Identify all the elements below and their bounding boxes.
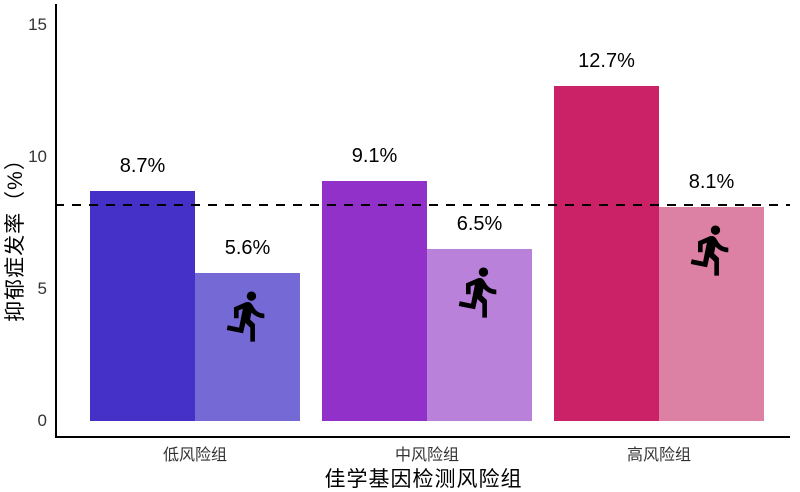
reference-dashed-line [55, 203, 790, 207]
x-tick-label-high-risk: 高风险组 [626, 447, 691, 464]
bar-value-label-high-risk-light-bar-with-runner: 8.1% [688, 171, 735, 194]
x-axis-line [55, 436, 790, 438]
bar-low-risk-dark-bar [90, 191, 195, 421]
bar-value-label-mid-risk-light-bar-with-runner: 6.5% [456, 213, 503, 236]
bar-value-label-low-risk-light-bar-with-runner: 5.6% [224, 237, 271, 260]
runner-icon [220, 288, 276, 349]
bar-value-label-mid-risk-dark-bar: 9.1% [351, 144, 398, 167]
bar-value-label-high-risk-dark-bar: 12.7% [578, 49, 635, 72]
y-axis-line [55, 4, 57, 438]
y-tick-label: 0 [37, 411, 47, 430]
y-tick-label: 10 [28, 147, 47, 166]
bar-mid-risk-light-bar-with-runner [427, 249, 532, 421]
x-tick-label-mid-risk: 中风险组 [394, 447, 459, 464]
bar-high-risk-dark-bar [554, 85, 659, 421]
y-tick-label: 15 [28, 15, 47, 34]
runner-icon [684, 222, 740, 283]
x-axis-title: 佳学基因检测风险组 [324, 468, 523, 491]
bar-value-label-low-risk-dark-bar: 8.7% [119, 155, 166, 178]
y-tick-label: 5 [37, 279, 47, 298]
runner-icon [452, 264, 508, 325]
x-tick-label-low-risk: 低风险组 [162, 447, 227, 464]
bar-mid-risk-dark-bar [322, 180, 427, 421]
